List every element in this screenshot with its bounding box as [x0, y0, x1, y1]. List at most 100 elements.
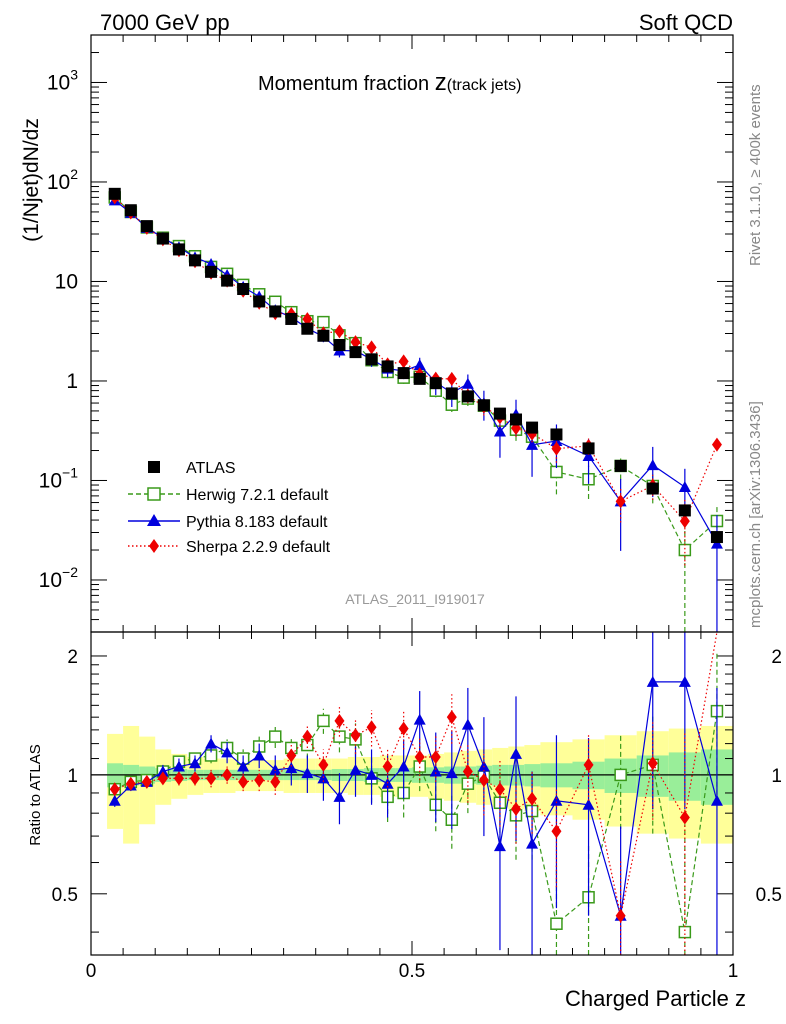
- main-point-sherpa: [679, 514, 690, 529]
- main-point-pythia: [678, 480, 691, 492]
- ratio-point-sherpa: [109, 782, 120, 797]
- ratio-point-pythia: [461, 718, 474, 730]
- main-point-pythia: [582, 449, 595, 461]
- main-point-pythia: [526, 438, 539, 450]
- ratio-point-sherpa: [478, 773, 489, 788]
- main-point-atlas: [477, 399, 490, 412]
- main-point-sherpa: [711, 437, 722, 452]
- y-tick-exponent: −1: [62, 464, 78, 480]
- main-point-sherpa: [551, 441, 562, 456]
- ratio-point-pythia: [582, 798, 595, 810]
- main-point-atlas: [108, 187, 121, 200]
- ratio-point-sherpa: [286, 748, 297, 763]
- legend-marker-atlas: [148, 461, 160, 473]
- rivet-version-label: Rivet 3.1.10, ≥ 400k events: [747, 84, 764, 266]
- ratio-point-sherpa: [141, 774, 152, 789]
- ratio-point-pythia: [253, 749, 266, 761]
- mcplots-source-label: mcplots.cern.ch [arXiv:1306.3436]: [747, 401, 764, 628]
- main-point-atlas: [172, 243, 185, 256]
- ratio-point-sherpa: [583, 757, 594, 772]
- ratio-point-sherpa: [615, 908, 626, 923]
- ratio-point-pythia: [108, 794, 121, 806]
- main-point-atlas: [510, 413, 523, 426]
- main-point-atlas: [317, 329, 330, 342]
- main-point-herwig: [678, 543, 692, 557]
- ratio-point-pythia: [333, 790, 346, 802]
- main-point-atlas: [550, 428, 563, 441]
- y-tick-base: 10: [39, 469, 62, 492]
- main-point-atlas: [156, 232, 169, 245]
- main-point-herwig: [550, 465, 563, 479]
- main-point-atlas: [582, 442, 595, 455]
- y-tick-base: 10: [47, 71, 70, 94]
- ratio-point-sherpa: [173, 771, 184, 786]
- ratio-point-pythia: [237, 760, 250, 772]
- ratio-point-pythia: [429, 765, 442, 777]
- x-tick-label: 0.5: [399, 961, 425, 982]
- main-point-pythia: [461, 377, 474, 389]
- ratio-point-sherpa: [254, 773, 265, 788]
- ratio-point-sherpa: [494, 782, 505, 797]
- analysis-id-label: ATLAS_2011_I919017: [345, 591, 485, 607]
- y-tick-base: 10: [39, 569, 62, 592]
- y-tick-base: 10: [47, 171, 70, 194]
- legend-label-herwig: Herwig 7.2.1 default: [186, 487, 329, 504]
- ratio-point-sherpa: [270, 774, 281, 789]
- main-point-sherpa: [398, 354, 409, 369]
- main-point-atlas: [429, 377, 442, 390]
- ratio-point-sherpa: [366, 720, 377, 735]
- y-tick-exponent: −2: [62, 564, 78, 580]
- y-axis-label: (1/Njet)dN/dz: [20, 118, 43, 242]
- main-point-pythia: [493, 425, 506, 437]
- y-tick-label: 10−1: [39, 464, 79, 492]
- data-series: [108, 187, 724, 955]
- ratio-point-sherpa: [414, 749, 425, 764]
- ratio-tick-label: 2: [67, 647, 78, 668]
- main-point-sherpa: [350, 335, 361, 350]
- main-point-pythia: [646, 459, 659, 471]
- legend-marker-pythia: [147, 514, 161, 526]
- legend-entry-sherpa: Sherpa 2.2.9 default: [128, 539, 331, 556]
- ratio-point-sherpa: [302, 729, 313, 744]
- ratio-point-sherpa: [206, 771, 217, 786]
- main-point-atlas: [526, 421, 539, 434]
- main-point-pythia: [710, 537, 723, 549]
- main-point-atlas: [301, 322, 314, 335]
- main-point-sherpa: [446, 371, 457, 386]
- main-point-atlas: [124, 204, 137, 217]
- y-tick-exponent: 3: [70, 66, 78, 82]
- main-point-sherpa: [302, 312, 313, 327]
- legend: ATLAS Herwig 7.2.1 default Pythia 8.183 …: [128, 460, 331, 556]
- main-point-atlas: [493, 407, 506, 420]
- ratio-point-sherpa: [527, 791, 538, 806]
- main-point-atlas: [445, 387, 458, 400]
- y-tick-label: 10: [55, 270, 78, 293]
- series-atlas: [108, 187, 723, 544]
- ratio-tick-label-right: 1: [771, 766, 782, 787]
- ratio-point-herwig: [317, 714, 330, 728]
- ratio-point-pythia: [445, 767, 458, 779]
- main-point-sherpa: [615, 494, 626, 509]
- chart-title-var: z: [435, 69, 447, 96]
- main-point-atlas: [397, 367, 410, 380]
- ratio-point-pythia: [156, 765, 169, 777]
- main-point-pythia: [550, 434, 563, 446]
- main-point-atlas: [253, 295, 266, 308]
- ratio-point-pythia: [493, 840, 506, 852]
- legend-label-sherpa: Sherpa 2.2.9 default: [186, 539, 331, 556]
- ratio-point-sherpa: [647, 756, 658, 771]
- ratio-point-pythia: [221, 746, 234, 758]
- ratio-point-sherpa: [551, 824, 562, 839]
- ratio-point-sherpa: [238, 774, 249, 789]
- ratio-point-pythia: [269, 763, 282, 775]
- main-point-atlas: [205, 265, 218, 278]
- y-tick-label: 103: [47, 66, 78, 94]
- main-point-atlas: [678, 504, 691, 517]
- ratio-point-pythia: [189, 757, 202, 769]
- legend-entry-atlas: ATLAS: [148, 460, 236, 477]
- legend-label-pythia: Pythia 8.183 default: [186, 514, 328, 531]
- ratio-point-sherpa: [157, 771, 168, 786]
- ratio-point-pythia: [205, 737, 218, 749]
- ratio-point-pythia: [285, 762, 298, 774]
